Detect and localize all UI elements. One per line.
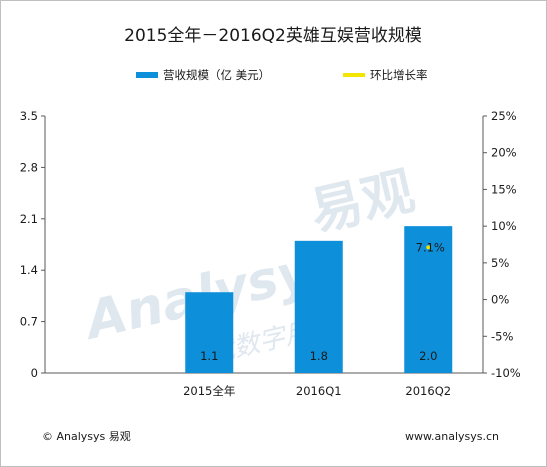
legend-label-revenue: 营收规模（亿 美元） — [163, 68, 270, 82]
y-right-tick-label: 15% — [491, 182, 517, 196]
growth-point — [426, 245, 431, 250]
bar-value-label: 1.1 — [200, 349, 218, 363]
footer-url[interactable]: www.analysys.cn — [405, 430, 499, 443]
y-right-tick-label: -10% — [491, 366, 521, 380]
y-left-tick-label: 1.4 — [20, 263, 38, 277]
y-axis-left-ticks: 0 0.7 1.4 2.1 2.8 3.5 — [20, 109, 45, 380]
y-right-tick-label: 5% — [491, 256, 509, 270]
legend-label-growth: 环比增长率 — [370, 68, 428, 82]
y-left-tick-label: 2.1 — [20, 212, 38, 226]
y-right-tick-label: 10% — [491, 219, 517, 233]
legend: 营收规模（亿 美元） 环比增长率 — [136, 68, 428, 82]
x-axis-labels: 2015全年 2016Q1 2016Q2 — [183, 384, 451, 398]
bar — [185, 292, 234, 373]
y-axis-right-ticks: -10% -5% 0% 5% 10% 15% 20% 25% — [483, 109, 521, 380]
bar — [294, 240, 343, 373]
y-right-tick-label: 20% — [491, 146, 517, 160]
watermark: Analysys 易观 成就数字用户 — [77, 161, 420, 375]
y-left-tick-label: 0 — [31, 366, 38, 380]
x-tick-label: 2016Q1 — [296, 384, 342, 398]
bar-value-label: 1.8 — [310, 349, 328, 363]
footer-copyright: © Analysys 易观 — [42, 430, 131, 443]
y-left-tick-label: 2.8 — [20, 160, 38, 174]
bar — [404, 226, 453, 373]
x-tick-label: 2015全年 — [183, 384, 235, 398]
chart-title: 2015全年－2016Q2英雄互娱营收规模 — [124, 26, 422, 46]
y-right-tick-label: 25% — [491, 109, 517, 123]
y-right-tick-label: -5% — [491, 329, 513, 343]
watermark-cn: 易观 — [305, 161, 420, 243]
legend-swatch-growth — [343, 73, 365, 77]
y-right-tick-label: 0% — [491, 293, 509, 307]
bar-value-label: 2.0 — [419, 349, 437, 363]
bars — [185, 226, 453, 373]
x-tick-label: 2016Q2 — [405, 384, 451, 398]
y-left-tick-label: 0.7 — [20, 315, 38, 329]
y-left-tick-label: 3.5 — [20, 109, 38, 123]
growth-value-label: 7.1% — [416, 240, 445, 254]
data-labels: 1.1 1.8 2.0 7.1% — [200, 240, 445, 363]
legend-swatch-revenue — [136, 72, 158, 78]
